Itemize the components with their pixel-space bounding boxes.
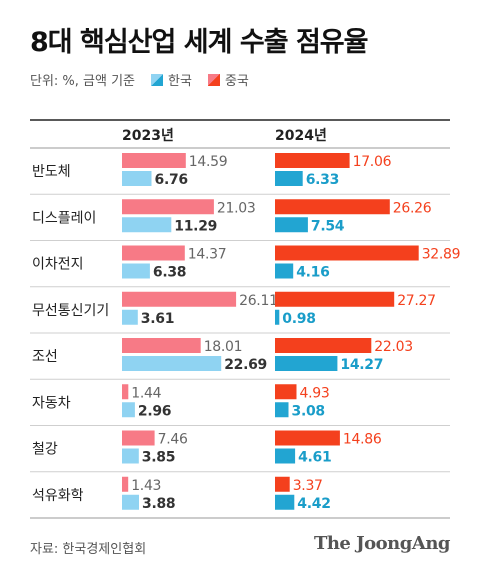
data-label-2024-china: 14.86 xyxy=(343,432,382,448)
data-label-2023-korea: 11.29 xyxy=(174,218,217,234)
data-label-2023-korea: 3.85 xyxy=(142,450,175,466)
bar-2024-china xyxy=(275,430,340,446)
legend-swatch-china xyxy=(207,73,220,86)
data-label-2023-china: 14.59 xyxy=(189,154,228,170)
category-label: 석유화학 xyxy=(32,488,84,504)
category-label: 이차전지 xyxy=(32,257,84,273)
data-label-2024-korea: 6.33 xyxy=(306,172,339,188)
data-label-2024-china: 22.03 xyxy=(374,339,413,355)
data-label-2024-china: 27.27 xyxy=(397,293,436,309)
data-label-2024-korea: 4.42 xyxy=(297,496,330,512)
legend-item-korea: 한국 xyxy=(151,70,192,89)
category-label: 철강 xyxy=(32,442,58,458)
data-label-2023-china: 1.44 xyxy=(131,385,161,401)
category-label: 자동차 xyxy=(32,395,71,411)
bar-2023-korea xyxy=(122,171,152,186)
panel-header-1: 2023년 xyxy=(122,128,174,144)
data-label-2024-china: 3.37 xyxy=(293,478,323,494)
bar-2024-korea xyxy=(275,171,303,186)
bar-2024-korea xyxy=(275,494,295,510)
data-label-2023-china: 18.01 xyxy=(204,339,243,355)
panel-header-2: 2024년 xyxy=(275,128,327,144)
units-note: 단위: %, 금액 기준 xyxy=(30,74,136,89)
bar-2023-korea xyxy=(122,356,222,371)
data-label-2023-china: 21.03 xyxy=(217,200,256,216)
legend-label-china: 중국 xyxy=(224,74,249,89)
bar-2024-china xyxy=(275,384,297,400)
bar-2023-china xyxy=(122,384,129,400)
bar-2023-china xyxy=(122,291,237,307)
data-label-2024-korea: 3.08 xyxy=(292,403,325,419)
data-label-2023-korea: 6.38 xyxy=(153,265,186,281)
bar-2024-china xyxy=(275,291,395,307)
data-label-2023-china: 14.37 xyxy=(188,247,227,263)
bar-2023-china xyxy=(122,245,185,261)
source-note: 자료: 한국경제인협회 xyxy=(30,542,147,557)
bar-2024-china xyxy=(275,476,290,492)
data-label-2024-korea: 7.54 xyxy=(311,218,345,234)
category-label: 디스플레이 xyxy=(32,210,96,226)
data-label-2024-china: 26.26 xyxy=(393,200,432,216)
bar-2024-korea xyxy=(275,448,296,464)
bar-2024-china xyxy=(275,153,350,168)
legend-item-china: 중국 xyxy=(207,70,249,89)
legend-swatch-korea xyxy=(151,73,164,86)
bar-2024-china xyxy=(275,338,372,353)
bar-2023-china xyxy=(122,153,186,168)
bar-2024-korea xyxy=(275,402,289,418)
bar-2023-korea xyxy=(122,217,172,233)
brand-logo: The JoongAng xyxy=(313,533,451,554)
data-label-2024-china: 32.89 xyxy=(422,247,461,263)
data-label-2023-china: 1.43 xyxy=(131,478,161,494)
bar-2023-china xyxy=(122,476,129,492)
data-label-2023-korea: 6.76 xyxy=(155,172,188,188)
bar-2023-korea xyxy=(122,494,139,510)
bar-2024-china xyxy=(275,245,419,261)
category-label: 반도체 xyxy=(32,164,71,180)
data-label-2023-korea: 22.69 xyxy=(224,357,267,373)
data-label-2023-korea: 3.61 xyxy=(141,311,174,327)
chart-title: 8대 핵심산업 세계 수출 점유율 xyxy=(30,27,368,58)
bar-2023-korea xyxy=(122,309,138,325)
data-label-2024-korea: 14.27 xyxy=(340,357,383,373)
data-label-2023-china: 7.46 xyxy=(158,432,188,448)
data-label-2023-korea: 3.88 xyxy=(142,496,175,512)
category-label: 조선 xyxy=(32,349,58,365)
bar-2023-china xyxy=(122,430,155,446)
bar-2023-china xyxy=(122,338,201,353)
data-label-2024-china: 4.93 xyxy=(300,385,330,401)
data-label-2024-china: 17.06 xyxy=(353,154,392,170)
bar-2023-korea xyxy=(122,448,139,464)
bar-2024-china xyxy=(275,199,390,215)
subtitle-row: 단위: %, 금액 기준 한국 중국 xyxy=(30,70,249,89)
data-label-2024-korea: 0.98 xyxy=(282,311,315,327)
legend-label-korea: 한국 xyxy=(168,74,192,89)
bar-2024-korea xyxy=(275,217,308,233)
data-label-2024-korea: 4.61 xyxy=(298,450,331,466)
data-label-2023-korea: 2.96 xyxy=(138,403,171,419)
bar-2023-korea xyxy=(122,402,135,418)
bar-2024-korea xyxy=(275,263,294,279)
bar-2023-korea xyxy=(122,263,150,279)
data-label-2023-china: 26.11 xyxy=(239,293,278,309)
bar-2024-korea xyxy=(275,309,280,325)
category-label: 무선통신기기 xyxy=(32,303,109,319)
bar-2024-korea xyxy=(275,356,338,371)
bar-2023-china xyxy=(122,199,214,215)
data-label-2024-korea: 4.16 xyxy=(296,265,329,281)
